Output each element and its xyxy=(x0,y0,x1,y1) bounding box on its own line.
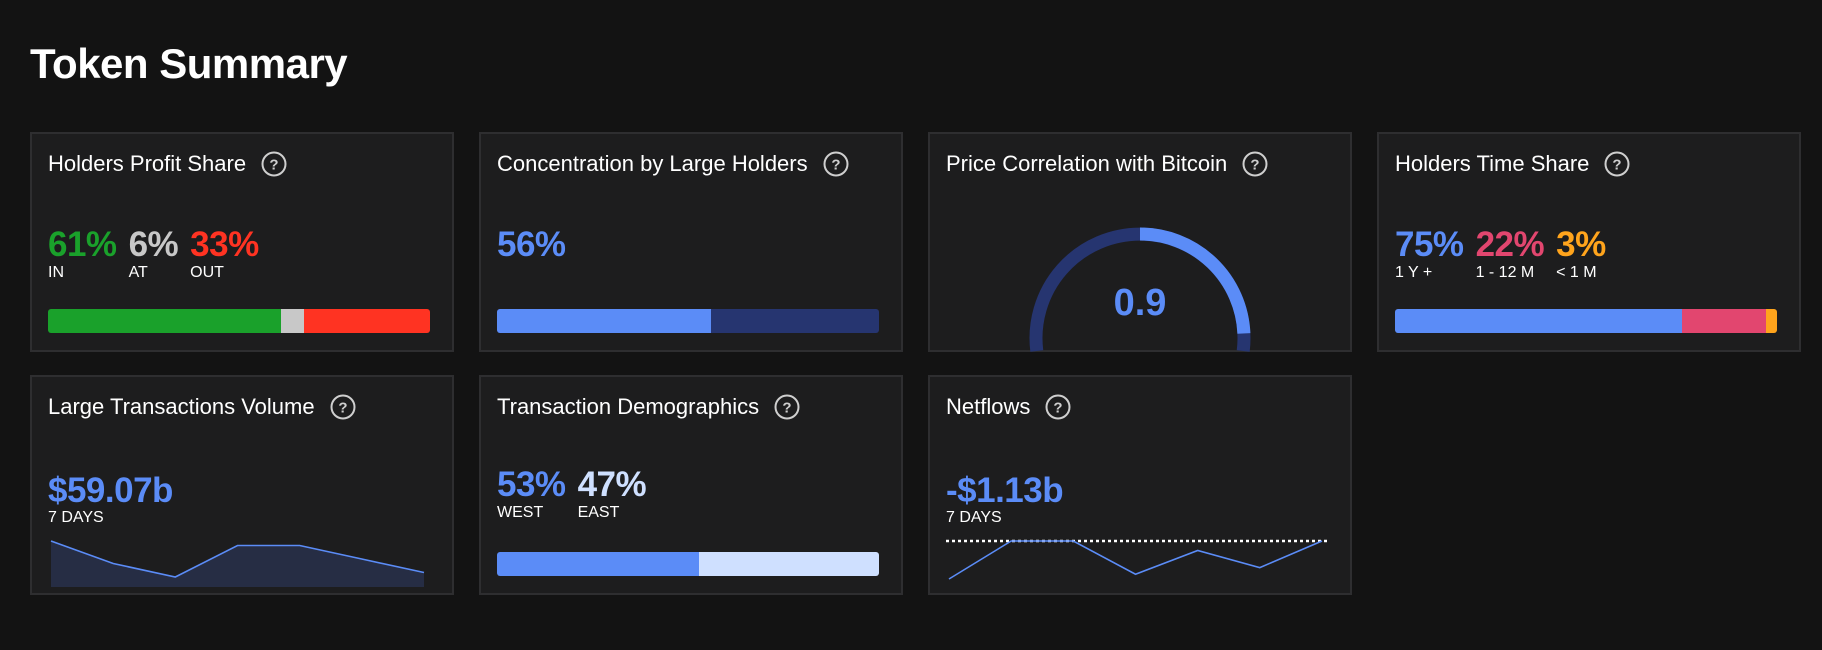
svg-text:?: ? xyxy=(338,400,347,417)
large-transactions-card: Large Transactions Volume ? $59.07b 7 DA… xyxy=(30,375,454,595)
metric-under-1m: 3% < 1 M xyxy=(1556,226,1606,282)
demographics-bar xyxy=(497,552,879,576)
metric-label: AT xyxy=(128,264,148,281)
concentration-card: Concentration by Large Holders ? 56% xyxy=(479,132,903,352)
netflows-value: -$1.13b xyxy=(946,471,1064,510)
question-circle-icon[interactable]: ? xyxy=(329,393,357,421)
card-title: Netflows xyxy=(946,394,1031,419)
svg-text:?: ? xyxy=(1054,400,1063,417)
bar-segment-west xyxy=(497,552,700,576)
svg-text:?: ? xyxy=(1251,157,1260,174)
netflows-card: Netflows ? -$1.13b 7 DAYS xyxy=(928,375,1352,595)
bar-segment-east xyxy=(699,552,879,576)
large-tx-value: $59.07b xyxy=(48,471,173,510)
metric-value: 3% xyxy=(1556,225,1606,264)
correlation-gauge xyxy=(1029,227,1251,352)
bar-segment-out xyxy=(303,309,430,333)
sparkline-line xyxy=(948,540,1323,580)
sparkline-line xyxy=(50,540,425,578)
metric-label: IN xyxy=(48,264,64,281)
page-title: Token Summary xyxy=(30,40,348,87)
period-label: 7 DAYS xyxy=(48,509,104,526)
metric-group: 56% xyxy=(497,226,578,264)
card-title: Concentration by Large Holders xyxy=(497,151,808,176)
period-label: 7 DAYS xyxy=(946,509,1002,526)
correlation-value: 0.9 xyxy=(1113,282,1167,324)
metric-west: 53% WEST xyxy=(497,466,566,522)
sparkline-area xyxy=(51,541,424,587)
bar-segment--1-m xyxy=(1765,309,1777,333)
metric-concentration: 56% xyxy=(497,226,566,264)
holders-time-share-card: Holders Time Share ? 75% 1 Y + 22% 1 - 1… xyxy=(1377,132,1801,352)
metric-value: 6% xyxy=(128,225,179,264)
metric-label: EAST xyxy=(577,504,620,521)
card-title: Large Transactions Volume xyxy=(48,394,315,419)
metric-value: 75% xyxy=(1395,225,1464,264)
bar-segment-1-12-m xyxy=(1681,309,1766,333)
metric-value: 22% xyxy=(1475,225,1545,264)
metric-1-12m: 22% 1 - 12 M xyxy=(1476,226,1545,282)
metric-label: < 1 M xyxy=(1556,264,1597,281)
transaction-demographics-card: Transaction Demographics ? 53% WEST 47% … xyxy=(479,375,903,595)
question-circle-icon[interactable]: ? xyxy=(1241,150,1269,178)
svg-text:?: ? xyxy=(1613,157,1622,174)
gauge-fill xyxy=(1139,227,1251,334)
metric-value: 33% xyxy=(190,225,259,264)
metric-1y-plus: 75% 1 Y + xyxy=(1395,226,1464,282)
metric-label: 1 Y + xyxy=(1395,264,1433,281)
bar-segment-1-y- xyxy=(1395,309,1682,333)
metric-group: 61% IN 6% AT 33% OUT xyxy=(48,226,271,282)
card-title: Holders Time Share xyxy=(1395,151,1590,176)
metric-value: 61% xyxy=(48,225,117,264)
question-circle-icon[interactable]: ? xyxy=(260,150,288,178)
metric-east: 47% EAST xyxy=(578,466,647,522)
bar-segment-at xyxy=(281,309,304,333)
question-circle-icon[interactable]: ? xyxy=(773,393,801,421)
metric-label: 1 - 12 M xyxy=(1475,264,1535,281)
netflows-sparkline xyxy=(946,539,1328,580)
metric-out: 33% OUT xyxy=(190,226,259,282)
metric-in: 61% IN xyxy=(48,226,117,282)
bar-segment-in xyxy=(48,309,282,333)
large-tx-sparkline xyxy=(50,540,425,587)
concentration-bar-fill xyxy=(497,309,711,333)
svg-text:?: ? xyxy=(782,400,791,417)
concentration-bar xyxy=(497,309,879,333)
card-title: Price Correlation with Bitcoin xyxy=(946,151,1228,176)
metric-value: 53% xyxy=(497,465,566,504)
metric-value: 47% xyxy=(577,465,647,504)
question-circle-icon[interactable]: ? xyxy=(1603,150,1631,178)
svg-text:?: ? xyxy=(831,157,840,174)
svg-text:?: ? xyxy=(270,157,279,174)
price-correlation-card: Price Correlation with Bitcoin ? 0.9 xyxy=(928,132,1352,352)
profit-share-bar xyxy=(48,309,430,333)
card-title: Transaction Demographics xyxy=(497,394,760,419)
holders-profit-share-card: Holders Profit Share ? 61% IN 6% AT 33% … xyxy=(30,132,454,352)
time-share-bar xyxy=(1395,309,1777,333)
metric-at: 6% AT xyxy=(129,226,179,282)
metric-group: 53% WEST 47% EAST xyxy=(497,466,658,522)
card-title: Holders Profit Share xyxy=(48,151,247,176)
metric-label: OUT xyxy=(190,264,224,281)
question-circle-icon[interactable]: ? xyxy=(1044,393,1072,421)
metric-value: 56% xyxy=(497,225,566,264)
metric-label: WEST xyxy=(497,504,544,521)
question-circle-icon[interactable]: ? xyxy=(822,150,850,178)
metric-group: 75% 1 Y + 22% 1 - 12 M 3% < 1 M xyxy=(1395,226,1618,282)
